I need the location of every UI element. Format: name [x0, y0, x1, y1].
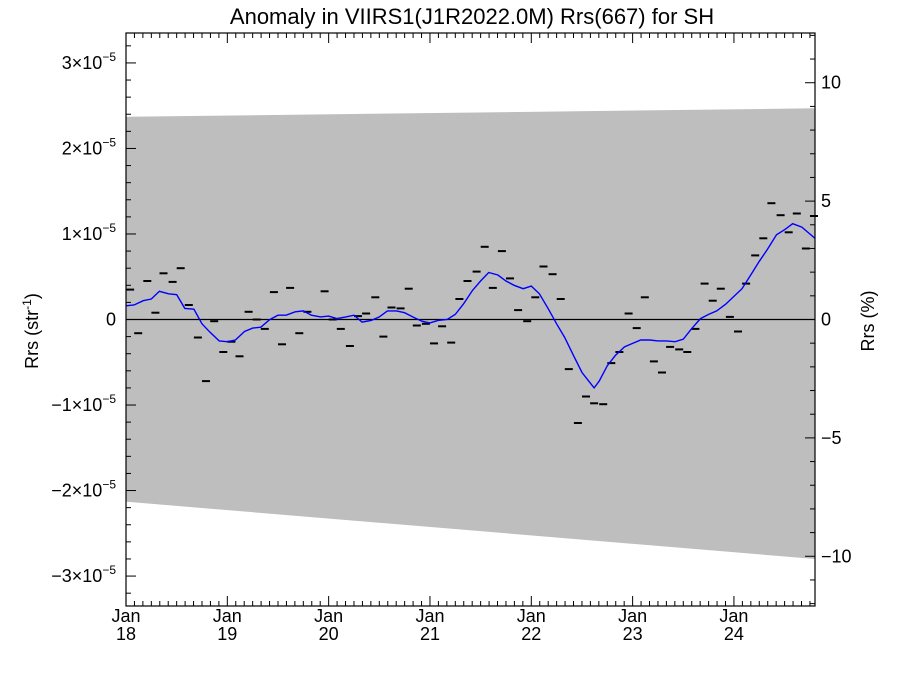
y-tick-label-left: −2×10−5	[51, 478, 116, 501]
x-tick-label-year: 18	[116, 624, 136, 644]
y-tick-label-right: −10	[821, 546, 852, 566]
plot-area	[125, 108, 818, 560]
y-tick-label-mantissa: 1×10	[62, 224, 103, 244]
y-tick-label-mantissa: 2×10	[62, 138, 103, 158]
x-tick-label-year: 20	[319, 624, 339, 644]
y-tick-label-right: 5	[821, 191, 831, 211]
y-axis-label-left-text: Rrs (str	[22, 310, 42, 369]
x-tick-label-year: 24	[724, 624, 744, 644]
uncertainty-band	[126, 108, 815, 560]
y-axis-label-left-exponent: -1	[20, 299, 34, 310]
y-tick-label-exponent: −5	[102, 50, 116, 64]
y-axis-label-left: Rrs (str-1)	[20, 293, 42, 369]
x-tick-label-month: Jan	[415, 606, 444, 626]
y-tick-label-exponent: −5	[102, 221, 116, 235]
smoothed-anomaly-line	[125, 222, 816, 390]
x-tick-label-month: Jan	[111, 606, 140, 626]
x-tick-label-year: 19	[217, 624, 237, 644]
y-tick-label-left: 2×10−5	[62, 135, 117, 158]
x-tick-label-year: 21	[420, 624, 440, 644]
x-tick-label-month: Jan	[719, 606, 748, 626]
y-tick-label-mantissa: 3×10	[62, 53, 103, 73]
y-tick-label-mantissa: 0	[106, 310, 116, 330]
x-tick-label-month: Jan	[517, 606, 546, 626]
y-tick-label-left: 1×10−5	[62, 221, 117, 244]
y-tick-label-exponent: −5	[102, 392, 116, 406]
y-tick-label-right: 0	[821, 310, 831, 330]
axes: 3×10−52×10−51×10−50−1×10−5−2×10−5−3×10−5…	[51, 33, 852, 644]
y-tick-label-mantissa: −1×10	[51, 395, 102, 415]
y-axis-label-left-close: )	[22, 293, 42, 299]
y-tick-label-mantissa: −3×10	[51, 566, 102, 586]
y-tick-label-exponent: −5	[102, 135, 116, 149]
x-tick-label-month: Jan	[213, 606, 242, 626]
x-tick-label-year: 22	[521, 624, 541, 644]
y-tick-label-left: 3×10−5	[62, 50, 117, 73]
x-tick-label-month: Jan	[618, 606, 647, 626]
y-tick-label-mantissa: −2×10	[51, 481, 102, 501]
y-tick-label-left: −1×10−5	[51, 392, 116, 415]
y-tick-label-exponent: −5	[102, 563, 116, 577]
y-tick-label-left: −3×10−5	[51, 563, 116, 586]
y-tick-label-exponent: −5	[102, 478, 116, 492]
y-tick-label-right: −5	[821, 428, 842, 448]
x-tick-label-month: Jan	[314, 606, 343, 626]
monthly-anomaly-markers	[126, 202, 818, 424]
y-tick-label-right: 10	[821, 73, 841, 93]
x-tick-label-year: 23	[623, 624, 643, 644]
chart-title: Anomaly in VIIRS1(J1R2022.0M) Rrs(667) f…	[230, 4, 714, 29]
y-axis-label-right: Rrs (%)	[858, 291, 878, 352]
y-tick-label-left: 0	[106, 310, 116, 330]
